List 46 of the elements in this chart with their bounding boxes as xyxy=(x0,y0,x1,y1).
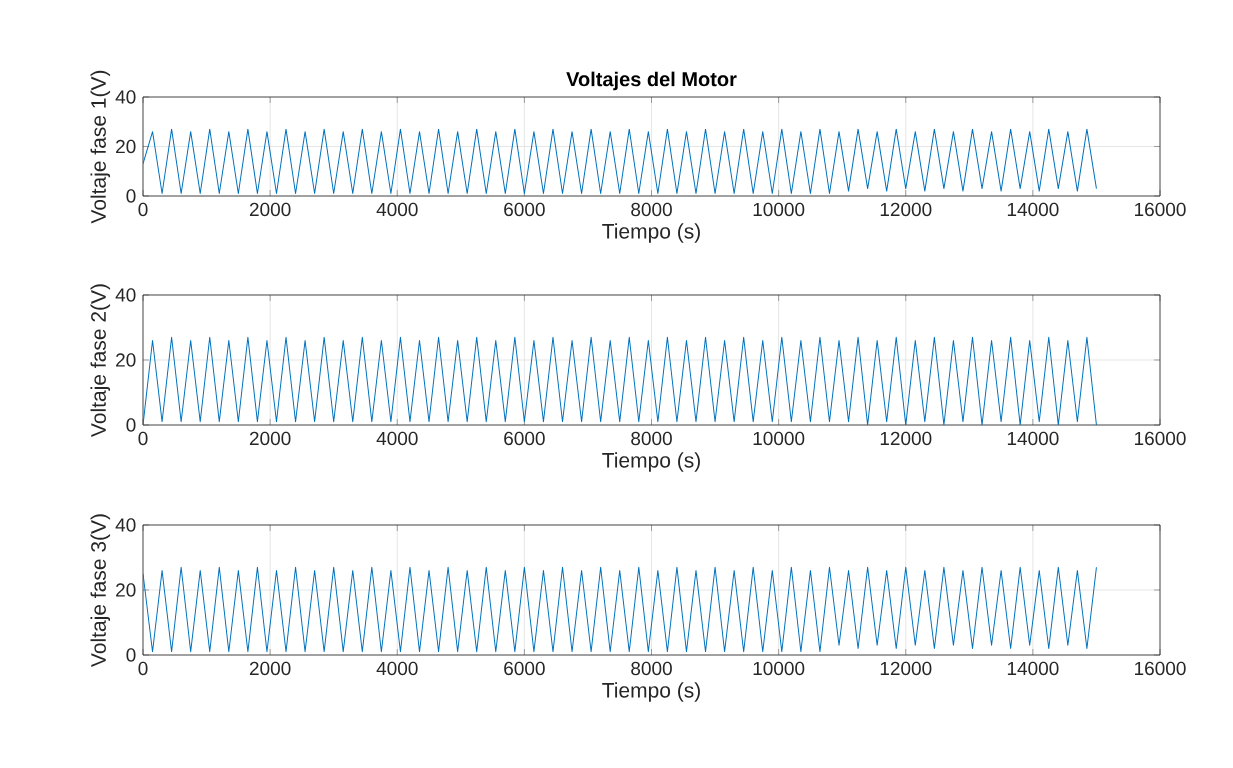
y-axis-title: Voltaje fase 2(V) xyxy=(90,284,111,437)
x-tick-label: 14000 xyxy=(1007,661,1059,676)
chart-title: Voltajes del Motor xyxy=(566,71,737,91)
x-tick-label: 6000 xyxy=(504,661,545,676)
y-axis-title: Voltaje fase 3(V) xyxy=(90,514,111,667)
line-series xyxy=(143,128,1097,195)
x-tick-label: 2000 xyxy=(249,202,291,217)
y-tick-label: 20 xyxy=(116,583,136,597)
x-tick-label: 0 xyxy=(138,202,148,217)
x-tick-label: 0 xyxy=(138,431,148,446)
x-tick-label: 4000 xyxy=(376,431,418,446)
x-axis-title: Tiempo (s) xyxy=(602,452,700,472)
x-tick-label: 8000 xyxy=(631,661,672,676)
x-tick-label: 12000 xyxy=(880,431,932,446)
x-tick-label: 14000 xyxy=(1007,431,1059,446)
y-axis-title: Voltaje fase 1(V) xyxy=(90,70,111,224)
line-series xyxy=(143,566,1097,653)
x-axis-title: Tiempo (s) xyxy=(602,682,700,702)
line-series xyxy=(143,336,1097,425)
x-tick-label: 0 xyxy=(138,661,148,676)
y-tick-label: 0 xyxy=(126,189,136,203)
x-tick-label: 12000 xyxy=(880,661,932,676)
x-tick-label: 10000 xyxy=(753,661,805,676)
y-tick-label: 20 xyxy=(116,353,136,367)
y-tick-label: 0 xyxy=(126,418,136,432)
y-tick-label: 20 xyxy=(116,139,136,154)
y-tick-label: 40 xyxy=(115,288,136,302)
x-tick-label: 6000 xyxy=(504,431,545,446)
x-tick-label: 8000 xyxy=(631,202,672,217)
x-axis-title: Tiempo (s) xyxy=(602,223,700,243)
x-tick-label: 8000 xyxy=(631,431,672,446)
x-tick-label: 4000 xyxy=(376,202,418,217)
y-tick-label: 40 xyxy=(115,518,136,532)
x-tick-label: 10000 xyxy=(753,202,805,217)
x-tick-label: 16000 xyxy=(1135,202,1186,217)
y-tick-label: 40 xyxy=(115,90,136,104)
x-tick-label: 6000 xyxy=(504,202,545,217)
x-tick-label: 2000 xyxy=(249,431,291,446)
y-tick-label: 0 xyxy=(126,648,136,662)
x-tick-label: 10000 xyxy=(753,431,805,446)
x-tick-label: 2000 xyxy=(249,661,291,676)
x-tick-label: 4000 xyxy=(376,661,418,676)
x-tick-label: 16000 xyxy=(1135,431,1186,446)
x-tick-label: 16000 xyxy=(1135,661,1186,676)
x-tick-label: 12000 xyxy=(880,202,932,217)
x-tick-label: 14000 xyxy=(1007,202,1059,217)
